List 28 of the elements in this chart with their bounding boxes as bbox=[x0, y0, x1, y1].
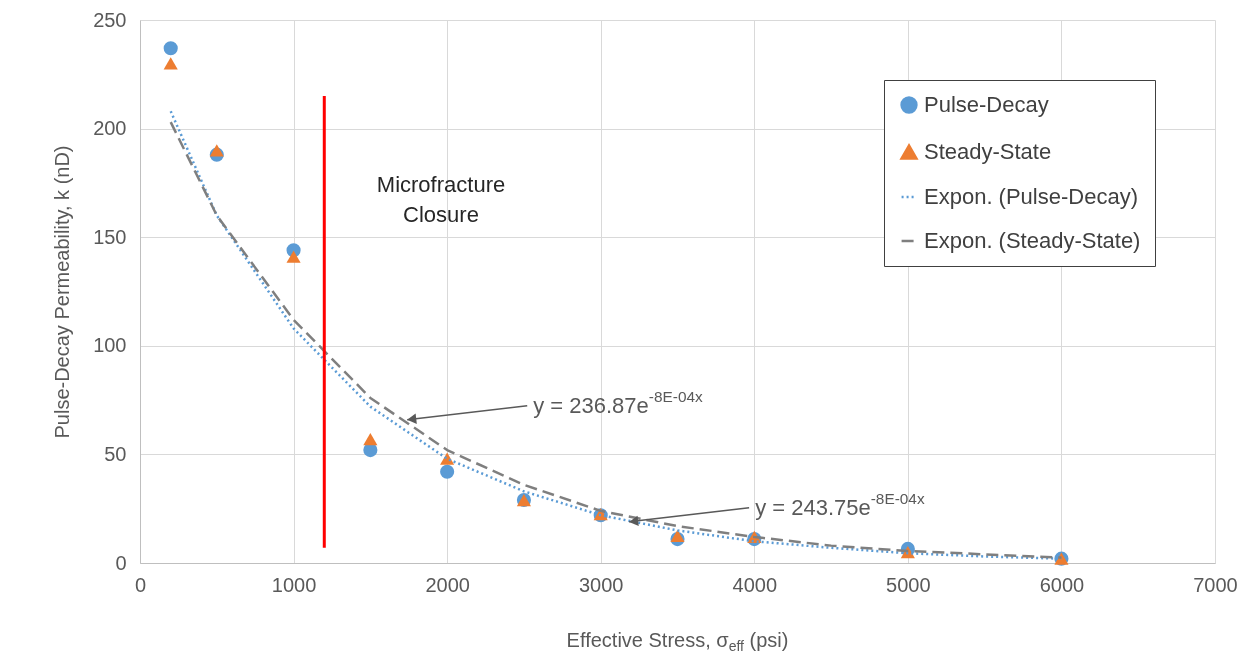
y-tick-label: 100 bbox=[93, 334, 127, 357]
y-tick-label: 0 bbox=[115, 551, 127, 574]
point bbox=[209, 144, 224, 157]
x-tick-label: 7000 bbox=[1193, 573, 1238, 596]
x-tick-label: 1000 bbox=[271, 573, 317, 596]
point bbox=[163, 57, 178, 70]
y-tick-label: 50 bbox=[104, 442, 127, 465]
x-tick-label: 0 bbox=[134, 573, 147, 596]
point bbox=[440, 464, 455, 479]
point bbox=[670, 529, 685, 542]
point bbox=[363, 433, 378, 446]
legend-label: Expon. (Pulse-Decay) bbox=[924, 184, 1138, 209]
y-tick-label: 200 bbox=[93, 117, 127, 140]
legend-label: Expon. (Steady-State) bbox=[924, 228, 1141, 253]
point bbox=[163, 41, 178, 56]
annotation: Microfracture Closure bbox=[376, 172, 506, 227]
legend-label: Steady-State bbox=[924, 139, 1052, 164]
x-tick-label: 2000 bbox=[425, 573, 470, 596]
x-tick-label: 3000 bbox=[578, 573, 624, 596]
y-tick-label: 150 bbox=[93, 225, 127, 248]
y-tick-label: 250 bbox=[93, 8, 127, 31]
x-tick-label: 4000 bbox=[732, 573, 778, 596]
point bbox=[286, 250, 301, 263]
x-tick-label: 5000 bbox=[886, 573, 931, 596]
point bbox=[363, 443, 378, 458]
legend-label: Pulse-Decay bbox=[924, 92, 1049, 117]
x-tick-label: 6000 bbox=[1039, 573, 1085, 596]
y-axis-title: Pulse-Decay Permeability, k (nD) bbox=[51, 145, 74, 439]
